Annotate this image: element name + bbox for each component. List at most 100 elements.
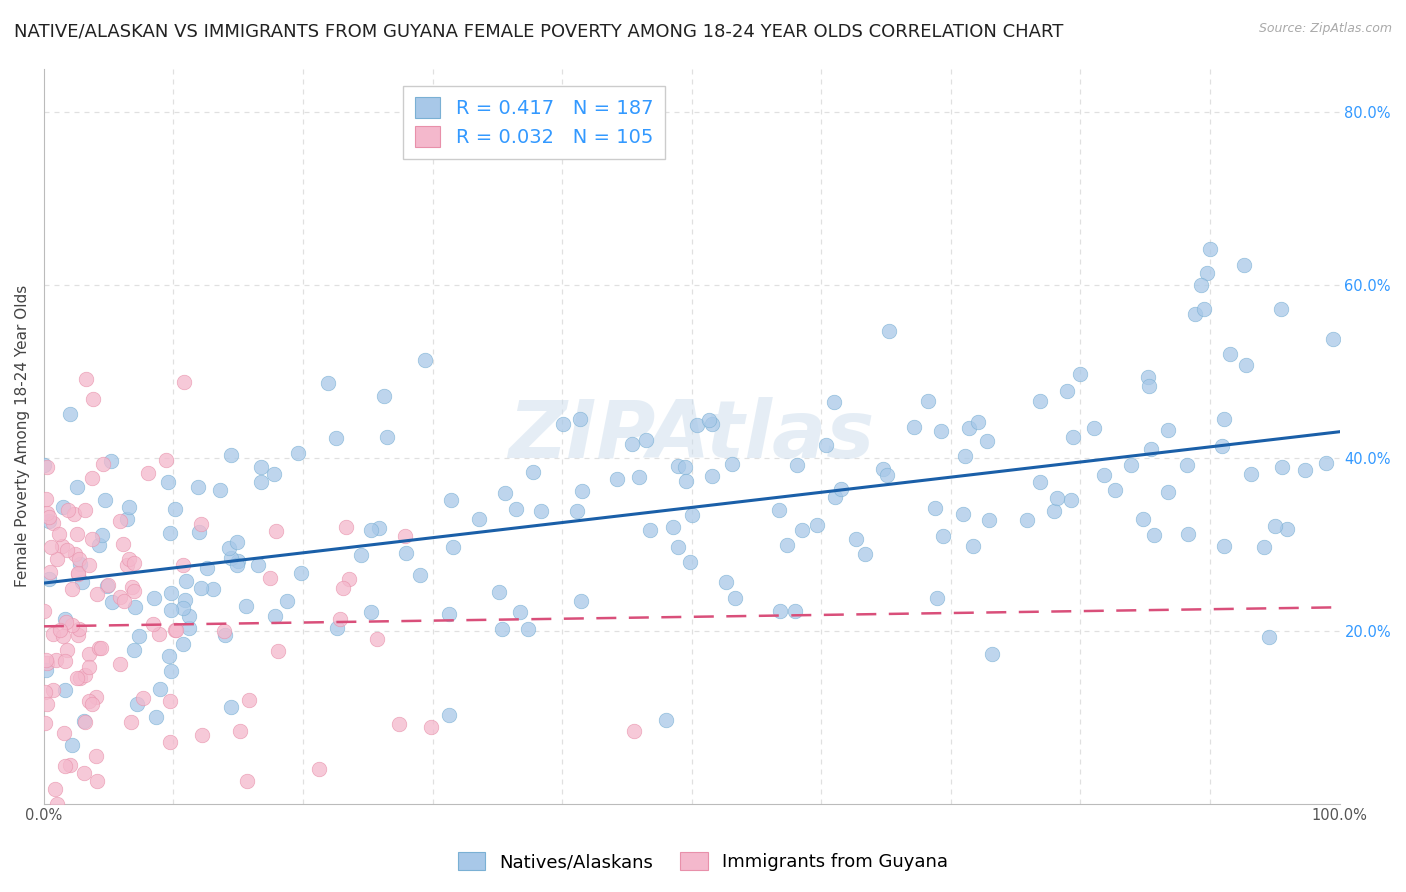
Point [155,453,177,467]
Point [122,584,145,599]
Point [517,622,540,636]
Point [621,436,644,450]
Point [853,547,876,561]
Point [67,567,90,582]
Point [522,465,544,479]
Point [174,574,197,588]
Point [35,656,58,670]
Point [82,697,104,711]
Point [38,573,60,587]
Point [73,766,96,780]
Point [37,460,59,475]
Point [1240,467,1263,481]
Point [640,523,662,537]
Point [46,797,69,811]
Point [955,449,977,463]
Point [121,580,143,594]
Point [128,629,150,643]
Point [1083,421,1105,435]
Point [100,454,122,468]
Point [38,510,60,524]
Point [491,622,513,636]
Point [219,551,242,566]
Point [1322,332,1344,346]
Point [165,624,187,638]
Point [249,459,271,474]
Point [246,558,269,572]
Point [52,629,75,643]
Point [100,594,122,608]
Point [52,500,75,515]
Point [148,627,170,641]
Point [86,774,108,789]
Point [375,430,398,444]
Point [97,578,120,592]
Point [159,735,181,749]
Point [1270,302,1292,317]
Point [160,664,183,678]
Point [1092,467,1115,482]
Point [86,587,108,601]
Point [776,538,799,552]
Point [675,474,697,488]
Point [1029,475,1052,490]
Point [877,324,900,338]
Point [1046,491,1069,505]
Point [136,466,159,480]
Point [115,558,138,572]
Point [143,591,166,605]
Point [145,709,167,723]
Point [112,594,135,608]
Point [439,607,461,622]
Point [394,529,416,543]
Point [325,431,347,445]
Point [111,537,134,551]
Point [91,457,114,471]
Point [686,417,709,432]
Point [122,556,145,570]
Point [159,694,181,708]
Point [73,715,96,730]
Point [32,458,55,472]
Point [34,716,56,731]
Point [67,628,90,642]
Point [66,480,89,494]
Point [845,532,868,546]
Point [290,566,312,580]
Point [94,493,117,508]
Point [830,483,852,497]
Point [35,492,58,507]
Point [329,612,352,626]
Point [308,762,330,776]
Point [1132,512,1154,526]
Point [172,601,194,615]
Point [59,407,82,421]
Point [62,507,84,521]
Point [72,574,94,589]
Point [55,543,77,558]
Point [34,653,56,667]
Point [264,524,287,539]
Point [1184,307,1206,321]
Legend: R = 0.417   N = 187, R = 0.032   N = 105: R = 0.417 N = 187, R = 0.032 N = 105 [404,86,665,159]
Point [37,506,59,520]
Point [165,623,187,637]
Point [228,554,250,568]
Point [876,467,898,482]
Point [666,458,689,473]
Point [263,609,285,624]
Point [1029,393,1052,408]
Point [179,608,201,623]
Point [160,603,183,617]
Point [925,591,948,605]
Point [326,621,349,635]
Point [623,724,645,739]
Point [53,726,76,740]
Point [80,471,103,485]
Point [235,599,257,613]
Point [87,640,110,655]
Point [1069,368,1091,382]
Point [202,582,225,597]
Point [225,558,247,572]
Point [681,508,703,522]
